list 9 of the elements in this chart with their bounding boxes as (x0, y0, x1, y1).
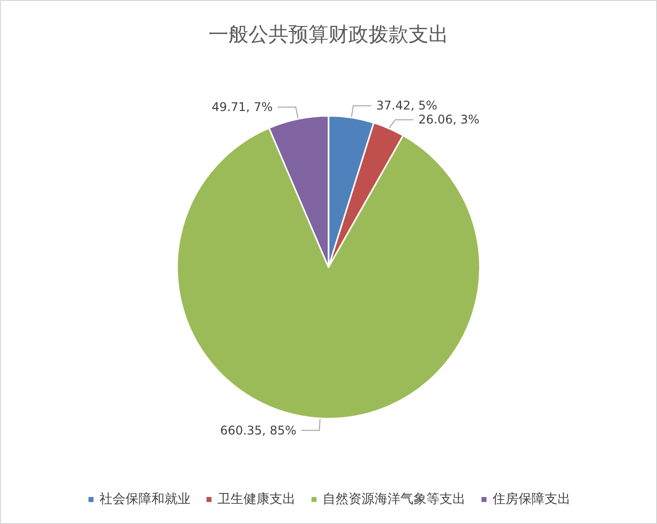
data-label: 660.35, 85% (220, 423, 296, 438)
legend-label: 卫生健康支出 (218, 492, 296, 507)
legend-label: 社会保障和就业 (100, 492, 190, 507)
data-label: 49.71, 7% (212, 100, 273, 114)
chart-title: 一般公共预算财政拨款支出 (208, 22, 448, 46)
legend-label: 自然资源海洋气象等支出 (322, 492, 466, 507)
legend-label: 住房保障支出 (492, 491, 570, 507)
data-label: 37.42, 5% (376, 98, 438, 113)
data-label: 26.06, 3% (418, 112, 480, 127)
